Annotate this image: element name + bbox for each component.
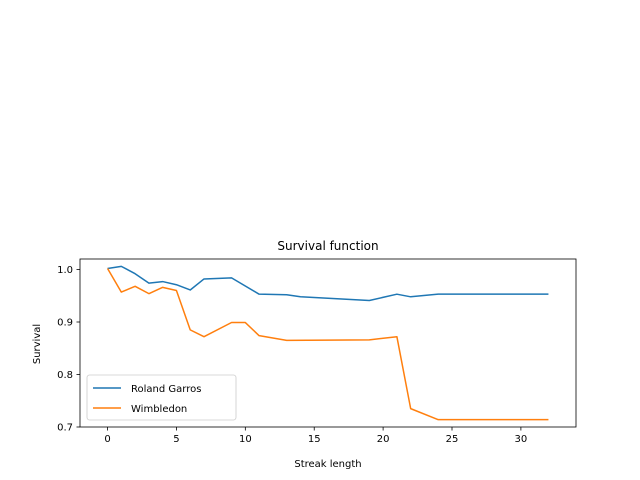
legend-label: Roland Garros <box>131 384 201 395</box>
x-tick-label: 20 <box>377 434 390 445</box>
x-tick-label: 10 <box>239 434 252 445</box>
y-tick-label: 0.9 <box>57 318 73 329</box>
x-tick-label: 15 <box>308 434 321 445</box>
y-tick-label: 1.0 <box>57 265 73 276</box>
x-tick-label: 30 <box>515 434 528 445</box>
y-tick-label: 0.8 <box>57 370 73 381</box>
x-tick-label: 0 <box>104 434 110 445</box>
x-tick-label: 5 <box>173 434 179 445</box>
series-lines <box>106 265 549 421</box>
legend: Roland Garros Wimbledon <box>86 374 237 421</box>
series-line-wimbledon <box>106 268 549 421</box>
y-axis-ticks: 0.7 0.8 0.9 1.0 <box>57 265 80 434</box>
x-tick-label: 25 <box>446 434 459 445</box>
series-line-roland-garros <box>107 265 549 302</box>
x-axis-ticks: 0 5 10 15 20 25 30 <box>104 427 527 445</box>
axes-spines <box>79 258 577 428</box>
x-axis-label: Streak length <box>294 459 361 470</box>
y-axis-label: Survival <box>32 324 43 364</box>
y-tick-label: 0.7 <box>57 423 73 434</box>
legend-box <box>86 374 237 421</box>
legend-label: Wimbledon <box>131 404 187 415</box>
chart-title: Survival function <box>277 239 378 253</box>
axes-frame <box>79 258 577 428</box>
